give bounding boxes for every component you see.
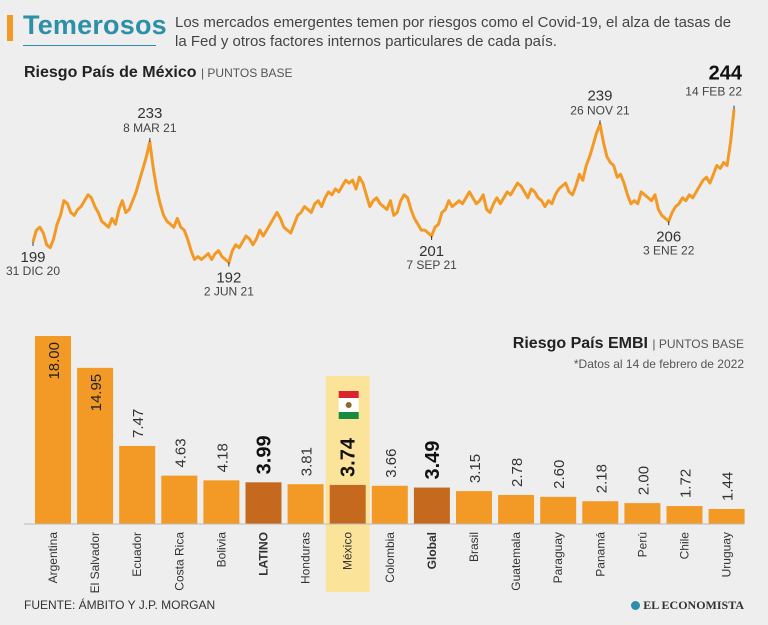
brand-dot-icon — [631, 601, 641, 610]
bar-value-label: 3.15 — [467, 454, 484, 483]
line-chart-unit: PUNTOS BASE — [207, 66, 293, 80]
bar-value-label: 3.49 — [422, 441, 444, 480]
bar-value-label: 3.81 — [299, 447, 316, 476]
bar-value-label: 3.99 — [254, 435, 276, 474]
bar-value-label: 3.66 — [383, 449, 400, 478]
bar-category-label: Bolivia — [214, 532, 228, 568]
bar-16 — [708, 508, 745, 524]
bar-category-label: Guatemala — [509, 532, 523, 591]
annotation-date: 14 FEB 22 — [685, 85, 742, 99]
bar-category-label: Ecuador — [130, 532, 144, 577]
bar-value-label: 14.95 — [88, 374, 105, 412]
bar-category-label: Colombia — [383, 532, 397, 583]
bar-category-label: Global — [425, 532, 439, 569]
title-accent-bar — [7, 15, 13, 41]
bar-chart-unit: PUNTOS BASE — [658, 337, 744, 351]
annotation-date: 3 ENE 22 — [643, 243, 695, 257]
bar-value-label: 4.63 — [172, 438, 189, 467]
bar-chart: 18.00 Argentina 14.95 El Salvador 7.47 Ecuado… — [24, 336, 745, 593]
bar-category-label: Argentina — [46, 532, 60, 584]
mexico-risk-line — [31, 109, 736, 264]
bar-3 — [161, 475, 198, 524]
bar-category-label: Chile — [678, 532, 692, 560]
page-subtitle: Los mercados emergentes temen por riesgo… — [175, 14, 732, 50]
annotation-date: 8 MAR 21 — [123, 121, 177, 135]
annotation-value: 206 — [656, 228, 681, 245]
bar-4 — [203, 480, 240, 524]
bar-9 — [413, 487, 450, 524]
annotation-value: 233 — [137, 105, 162, 122]
bar-6 — [287, 484, 324, 524]
bar-chart-title: Riesgo País EMBI — [512, 335, 648, 352]
bar-2 — [119, 445, 156, 524]
bar-chart-heading: Riesgo País EMBI | PUNTOS BASE — [512, 335, 744, 352]
bar-13 — [582, 501, 619, 524]
bar-7 — [329, 484, 366, 524]
bar-12 — [540, 496, 577, 524]
title-underline — [23, 45, 156, 46]
bar-1 — [77, 367, 114, 524]
bar-14 — [624, 503, 661, 524]
bar-value-label: 2.00 — [635, 466, 652, 495]
bar-5 — [245, 482, 282, 524]
bar-category-label: Brasil — [467, 532, 481, 562]
bar-category-label: Honduras — [299, 532, 313, 584]
bar-category-label: Costa Rica — [172, 532, 186, 591]
bar-category-label: México — [341, 532, 355, 570]
bar-category-label: Paraguay — [551, 532, 565, 583]
annotation-value: 244 — [709, 63, 743, 85]
bar-value-label: 4.18 — [214, 443, 231, 472]
bar-value-label: 1.72 — [678, 469, 695, 498]
annotation-value: 201 — [419, 243, 444, 260]
bar-8 — [371, 485, 408, 524]
line-chart-title: Riesgo País de México — [24, 64, 197, 81]
bar-chart-note: *Datos al 14 de febrero de 2022 — [573, 357, 744, 371]
mexico-flag-icon — [338, 391, 359, 419]
annotation-date: 7 SEP 21 — [406, 258, 457, 272]
bar-value-label: 2.18 — [593, 464, 610, 493]
annotation-value: 192 — [216, 269, 241, 286]
annotation-value: 239 — [587, 87, 612, 104]
bar-value-label: 2.60 — [551, 460, 568, 489]
bar-10 — [456, 491, 492, 524]
bar-value-label: 3.74 — [338, 437, 360, 477]
line-chart-heading: Riesgo País de México | PUNTOS BASE — [24, 64, 293, 81]
annotation-date: 31 DIC 20 — [6, 264, 60, 278]
bar-category-label: El Salvador — [88, 532, 102, 593]
annotation-value: 199 — [20, 249, 45, 266]
brand-logo: EL ECONOMISTA — [631, 598, 744, 613]
bar-11 — [498, 494, 535, 524]
page-title: Temerosos — [23, 10, 167, 40]
bar-15 — [666, 506, 703, 524]
annotation-date: 2 JUN 21 — [204, 284, 254, 298]
bar-0 — [35, 336, 71, 524]
annotation-date: 26 NOV 21 — [570, 103, 630, 117]
bar-value-label: 2.78 — [509, 458, 526, 487]
source-footer: FUENTE: ÁMBITO Y J.P. MORGAN — [24, 598, 216, 612]
bar-category-label: Perú — [635, 532, 649, 557]
bar-value-label: 1.44 — [720, 472, 737, 501]
bar-value-label: 7.47 — [130, 409, 147, 438]
bar-value-label: 18.00 — [46, 342, 63, 380]
bar-category-label: Panamá — [593, 532, 607, 577]
bar-category-label: LATINO — [257, 532, 271, 576]
bar-category-label: Uruguay — [720, 532, 734, 577]
brand-name: EL ECONOMISTA — [643, 598, 744, 612]
